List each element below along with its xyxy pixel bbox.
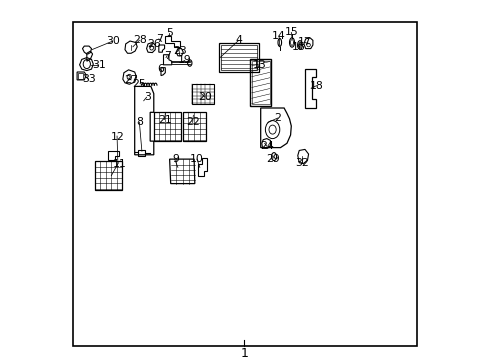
Text: 2: 2 bbox=[274, 113, 281, 123]
Text: 18: 18 bbox=[309, 81, 323, 91]
Text: 4: 4 bbox=[235, 35, 242, 45]
Text: 10: 10 bbox=[190, 154, 203, 164]
Text: 28: 28 bbox=[133, 35, 147, 45]
Text: 8: 8 bbox=[136, 117, 143, 127]
Text: 16: 16 bbox=[291, 42, 305, 52]
Bar bbox=[251, 61, 269, 104]
Text: 30: 30 bbox=[106, 36, 120, 46]
Text: 33: 33 bbox=[82, 74, 96, 84]
Text: 23: 23 bbox=[172, 46, 186, 56]
Text: 7: 7 bbox=[163, 51, 170, 61]
Text: 7: 7 bbox=[156, 33, 163, 44]
Text: 6: 6 bbox=[157, 64, 164, 74]
Text: 20: 20 bbox=[198, 92, 212, 102]
Text: 11: 11 bbox=[112, 159, 126, 169]
Text: 25: 25 bbox=[132, 78, 146, 89]
Text: 15: 15 bbox=[285, 27, 298, 37]
Text: 31: 31 bbox=[92, 60, 105, 70]
Bar bbox=[192, 84, 213, 104]
Bar bbox=[73, 22, 416, 346]
Text: 21: 21 bbox=[158, 114, 171, 125]
Bar bbox=[153, 112, 181, 141]
Text: 1: 1 bbox=[240, 347, 248, 360]
Text: 22: 22 bbox=[186, 117, 200, 127]
Text: 32: 32 bbox=[295, 158, 308, 168]
Text: 19: 19 bbox=[178, 55, 192, 66]
Bar bbox=[95, 161, 122, 190]
Bar bbox=[182, 112, 205, 141]
Text: 3: 3 bbox=[143, 92, 150, 102]
Bar bbox=[78, 73, 83, 79]
Text: 12: 12 bbox=[111, 132, 124, 142]
Text: 24: 24 bbox=[260, 141, 273, 151]
Text: 5: 5 bbox=[166, 28, 173, 38]
Text: 9: 9 bbox=[172, 154, 179, 164]
Text: 17: 17 bbox=[298, 37, 311, 48]
Text: 27: 27 bbox=[124, 75, 138, 85]
Text: 13: 13 bbox=[252, 60, 266, 70]
Bar bbox=[221, 45, 257, 70]
Bar bbox=[249, 59, 271, 106]
Text: 26: 26 bbox=[146, 39, 161, 49]
Text: 29: 29 bbox=[265, 154, 279, 164]
Bar bbox=[219, 43, 258, 72]
Text: 14: 14 bbox=[271, 31, 285, 41]
